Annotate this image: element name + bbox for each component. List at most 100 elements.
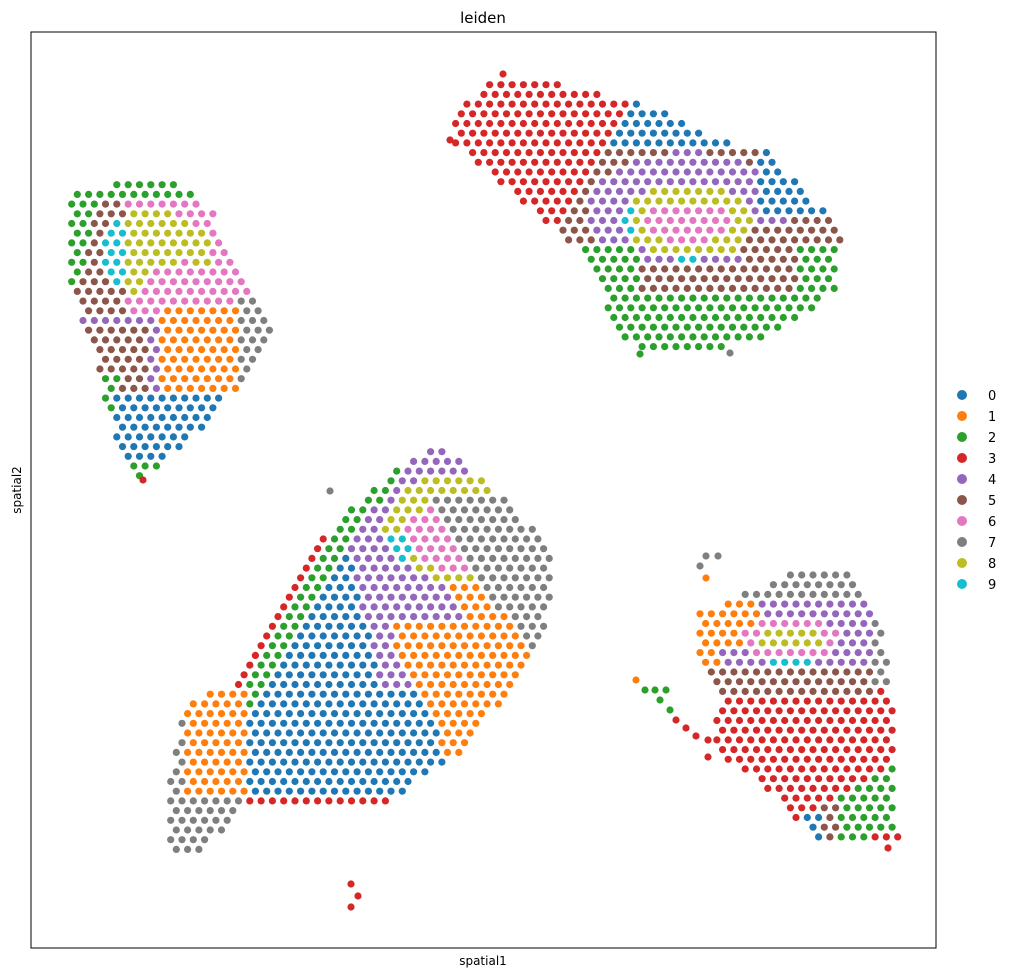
scatter-point xyxy=(786,707,795,715)
scatter-point xyxy=(466,496,474,504)
scatter-point xyxy=(85,210,93,218)
scatter-point xyxy=(427,719,435,727)
scatter-point xyxy=(118,365,127,373)
scatter-point xyxy=(240,690,248,698)
scatter-point xyxy=(192,239,200,247)
scatter-point xyxy=(819,207,827,215)
scatter-point xyxy=(381,758,389,766)
scatter-point xyxy=(781,678,789,686)
scatter-point xyxy=(525,168,533,176)
scatter-point xyxy=(460,642,469,650)
scatter-point xyxy=(223,816,231,824)
scatter-point xyxy=(280,797,288,805)
scatter-point xyxy=(342,787,350,795)
scatter-point xyxy=(280,661,288,669)
scatter-point xyxy=(802,216,810,225)
scatter-point xyxy=(443,710,452,718)
scatter-point xyxy=(404,545,412,553)
scatter-point xyxy=(751,187,759,195)
scatter-point xyxy=(610,275,618,283)
scatter-point xyxy=(649,168,658,176)
scatter-point xyxy=(517,525,525,533)
scatter-point xyxy=(826,639,834,647)
scatter-point xyxy=(598,158,607,166)
scatter-point xyxy=(398,535,406,543)
scatter-point xyxy=(740,265,748,273)
scatter-point xyxy=(330,613,339,621)
scatter-point xyxy=(415,467,423,475)
scatter-point xyxy=(871,755,879,763)
scatter-point xyxy=(638,226,646,234)
scatter-point xyxy=(342,554,350,563)
scatter-point xyxy=(489,574,497,582)
scatter-point xyxy=(781,581,789,589)
scatter-point xyxy=(118,229,127,237)
scatter-point xyxy=(576,216,584,225)
scatter-point xyxy=(457,129,465,137)
scatter-point xyxy=(724,619,732,628)
scatter-point xyxy=(477,554,485,563)
scatter-point xyxy=(342,535,350,543)
scatter-point xyxy=(706,323,714,331)
scatter-point xyxy=(438,680,446,689)
scatter-point xyxy=(342,613,350,621)
scatter-point xyxy=(730,629,738,637)
scatter-point xyxy=(813,255,821,263)
scatter-point xyxy=(723,275,731,283)
scatter-point xyxy=(519,81,528,89)
scatter-point xyxy=(593,168,601,176)
scatter-point xyxy=(203,413,211,422)
scatter-point xyxy=(147,239,155,247)
scatter-point xyxy=(808,207,816,215)
scatter-point xyxy=(632,216,641,225)
scatter-point xyxy=(285,671,293,679)
scatter-point xyxy=(757,236,765,244)
scatter-point xyxy=(181,433,189,441)
scatter-point xyxy=(638,323,646,331)
scatter-point xyxy=(415,622,423,630)
scatter-point xyxy=(796,246,804,254)
scatter-point xyxy=(257,739,265,747)
scatter-point xyxy=(410,729,418,737)
scatter-point xyxy=(438,758,446,766)
scatter-point xyxy=(101,394,110,402)
scatter-point xyxy=(68,258,76,266)
scatter-point xyxy=(274,690,282,698)
scatter-point xyxy=(192,297,200,305)
scatter-point xyxy=(201,758,209,766)
scatter-point xyxy=(848,736,857,744)
scatter-point xyxy=(820,804,828,812)
scatter-point xyxy=(798,668,806,676)
scatter-point xyxy=(319,729,327,737)
scatter-point xyxy=(483,564,491,572)
scatter-point xyxy=(118,346,127,354)
scatter-point xyxy=(234,758,243,766)
scatter-point xyxy=(268,700,276,708)
scatter-point xyxy=(854,765,862,773)
scatter-point xyxy=(152,249,160,257)
scatter-point xyxy=(274,748,282,757)
scatter-point xyxy=(472,719,480,727)
scatter-point xyxy=(593,149,601,157)
scatter-point xyxy=(666,236,674,244)
scatter-point xyxy=(491,110,499,118)
scatter-point xyxy=(124,394,132,402)
scatter-point xyxy=(302,719,310,727)
scatter-point xyxy=(803,716,811,725)
scatter-point xyxy=(820,726,828,734)
scatter-point xyxy=(865,804,874,812)
scatter-point xyxy=(387,671,395,679)
scatter-point xyxy=(511,554,519,563)
scatter-point xyxy=(610,294,618,302)
scatter-point xyxy=(130,229,138,237)
scatter-point xyxy=(169,219,177,228)
scatter-point xyxy=(443,593,452,601)
scatter-point xyxy=(347,622,356,630)
scatter-point xyxy=(347,777,356,786)
scatter-point xyxy=(826,755,834,763)
scatter-point xyxy=(815,697,823,705)
scatter-point xyxy=(542,197,550,205)
scatter-point xyxy=(700,333,708,341)
scatter-point xyxy=(427,583,435,592)
scatter-point xyxy=(404,622,412,630)
